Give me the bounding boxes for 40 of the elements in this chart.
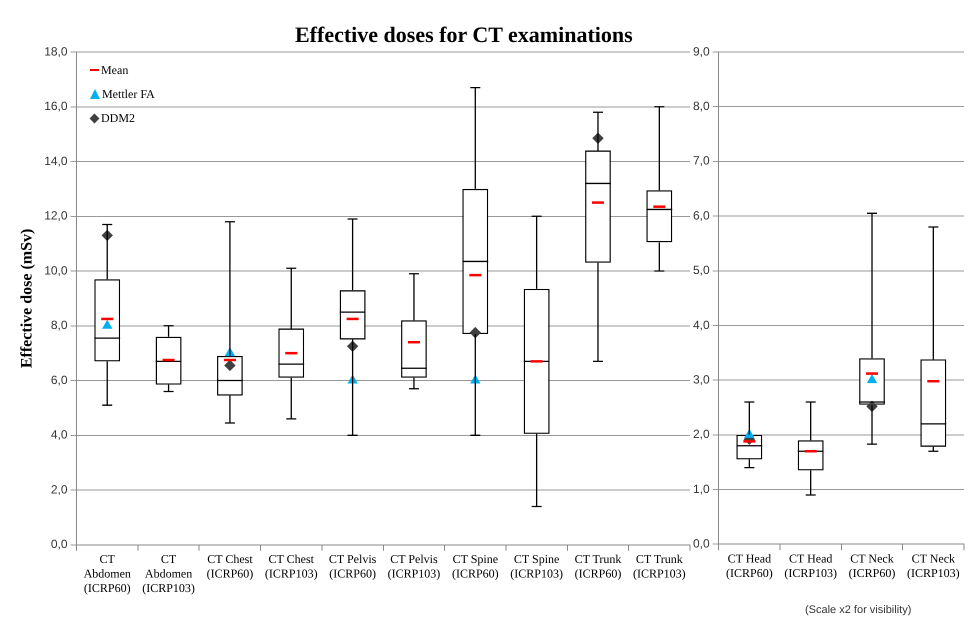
y-tick-label: 9,0 [692, 44, 710, 58]
y-tick-label: 4,0 [692, 318, 710, 332]
y-tick-label: 8,0 [50, 318, 68, 332]
y-tick-label: 6,0 [692, 208, 710, 222]
y-tick-label: 14,0 [44, 154, 68, 168]
x-tick-label: CT Chest (ICRP103) [264, 552, 318, 581]
legend-label: Mettler FA [102, 86, 155, 102]
y-tick-label: 12,0 [44, 208, 68, 223]
x-tick-label: CT Chest (ICRP60) [206, 552, 254, 581]
y-tick-label: 18,0 [44, 44, 68, 58]
legend-label: DDM2 [101, 110, 136, 126]
y-axis-title: Effective dose (mSv) [18, 228, 36, 368]
y-tick-label: 4,0 [50, 428, 68, 442]
x-tick-label: CT Neck (ICRP60) [848, 552, 896, 580]
y-tick-label: 0,0 [50, 537, 68, 552]
x-tick-label: CT Spine (ICRP103) [510, 552, 563, 581]
y-tick-label: 1,0 [692, 482, 710, 496]
y-tick-label: 0,0 [692, 536, 710, 551]
text: (Scale x2 for visibility) [805, 604, 912, 616]
y-tick-label: 2,0 [50, 482, 68, 496]
chart-title: Effective doses for CT examinations [295, 22, 633, 48]
x-tick-label: CT Abdomen (ICRP60) [84, 552, 131, 595]
x-tick-label: CT Trunk (ICRP103) [632, 552, 686, 581]
x-tick-label: CT Head (ICRP60) [726, 552, 773, 580]
x-tick-label: CT Spine (ICRP60) [452, 552, 499, 581]
x-tick-label: CT Neck (ICRP103) [907, 552, 960, 580]
annotation: Mean [101, 62, 128, 78]
y-tick-label: 10,0 [44, 263, 68, 278]
y-tick-label: 5,0 [692, 263, 710, 278]
y-tick-label: 16,0 [44, 99, 68, 114]
x-tick-label: CT Pelvis (ICRP103) [388, 552, 440, 581]
x-tick-label: CT Trunk (ICRP60) [574, 552, 622, 581]
x-tick-label: CT Abdomen (ICRP103) [142, 552, 195, 595]
y-tick-label: 3,0 [692, 372, 710, 386]
y-tick-label: 6,0 [50, 372, 68, 387]
x-tick-label: CT Pelvis (ICRP60) [328, 552, 377, 581]
y-tick-label: 2,0 [692, 427, 710, 442]
y-tick-label: 7,0 [692, 154, 710, 168]
x-tick-label: CT Head (ICRP103) [784, 552, 838, 580]
y-tick-label: 8,0 [692, 99, 710, 113]
